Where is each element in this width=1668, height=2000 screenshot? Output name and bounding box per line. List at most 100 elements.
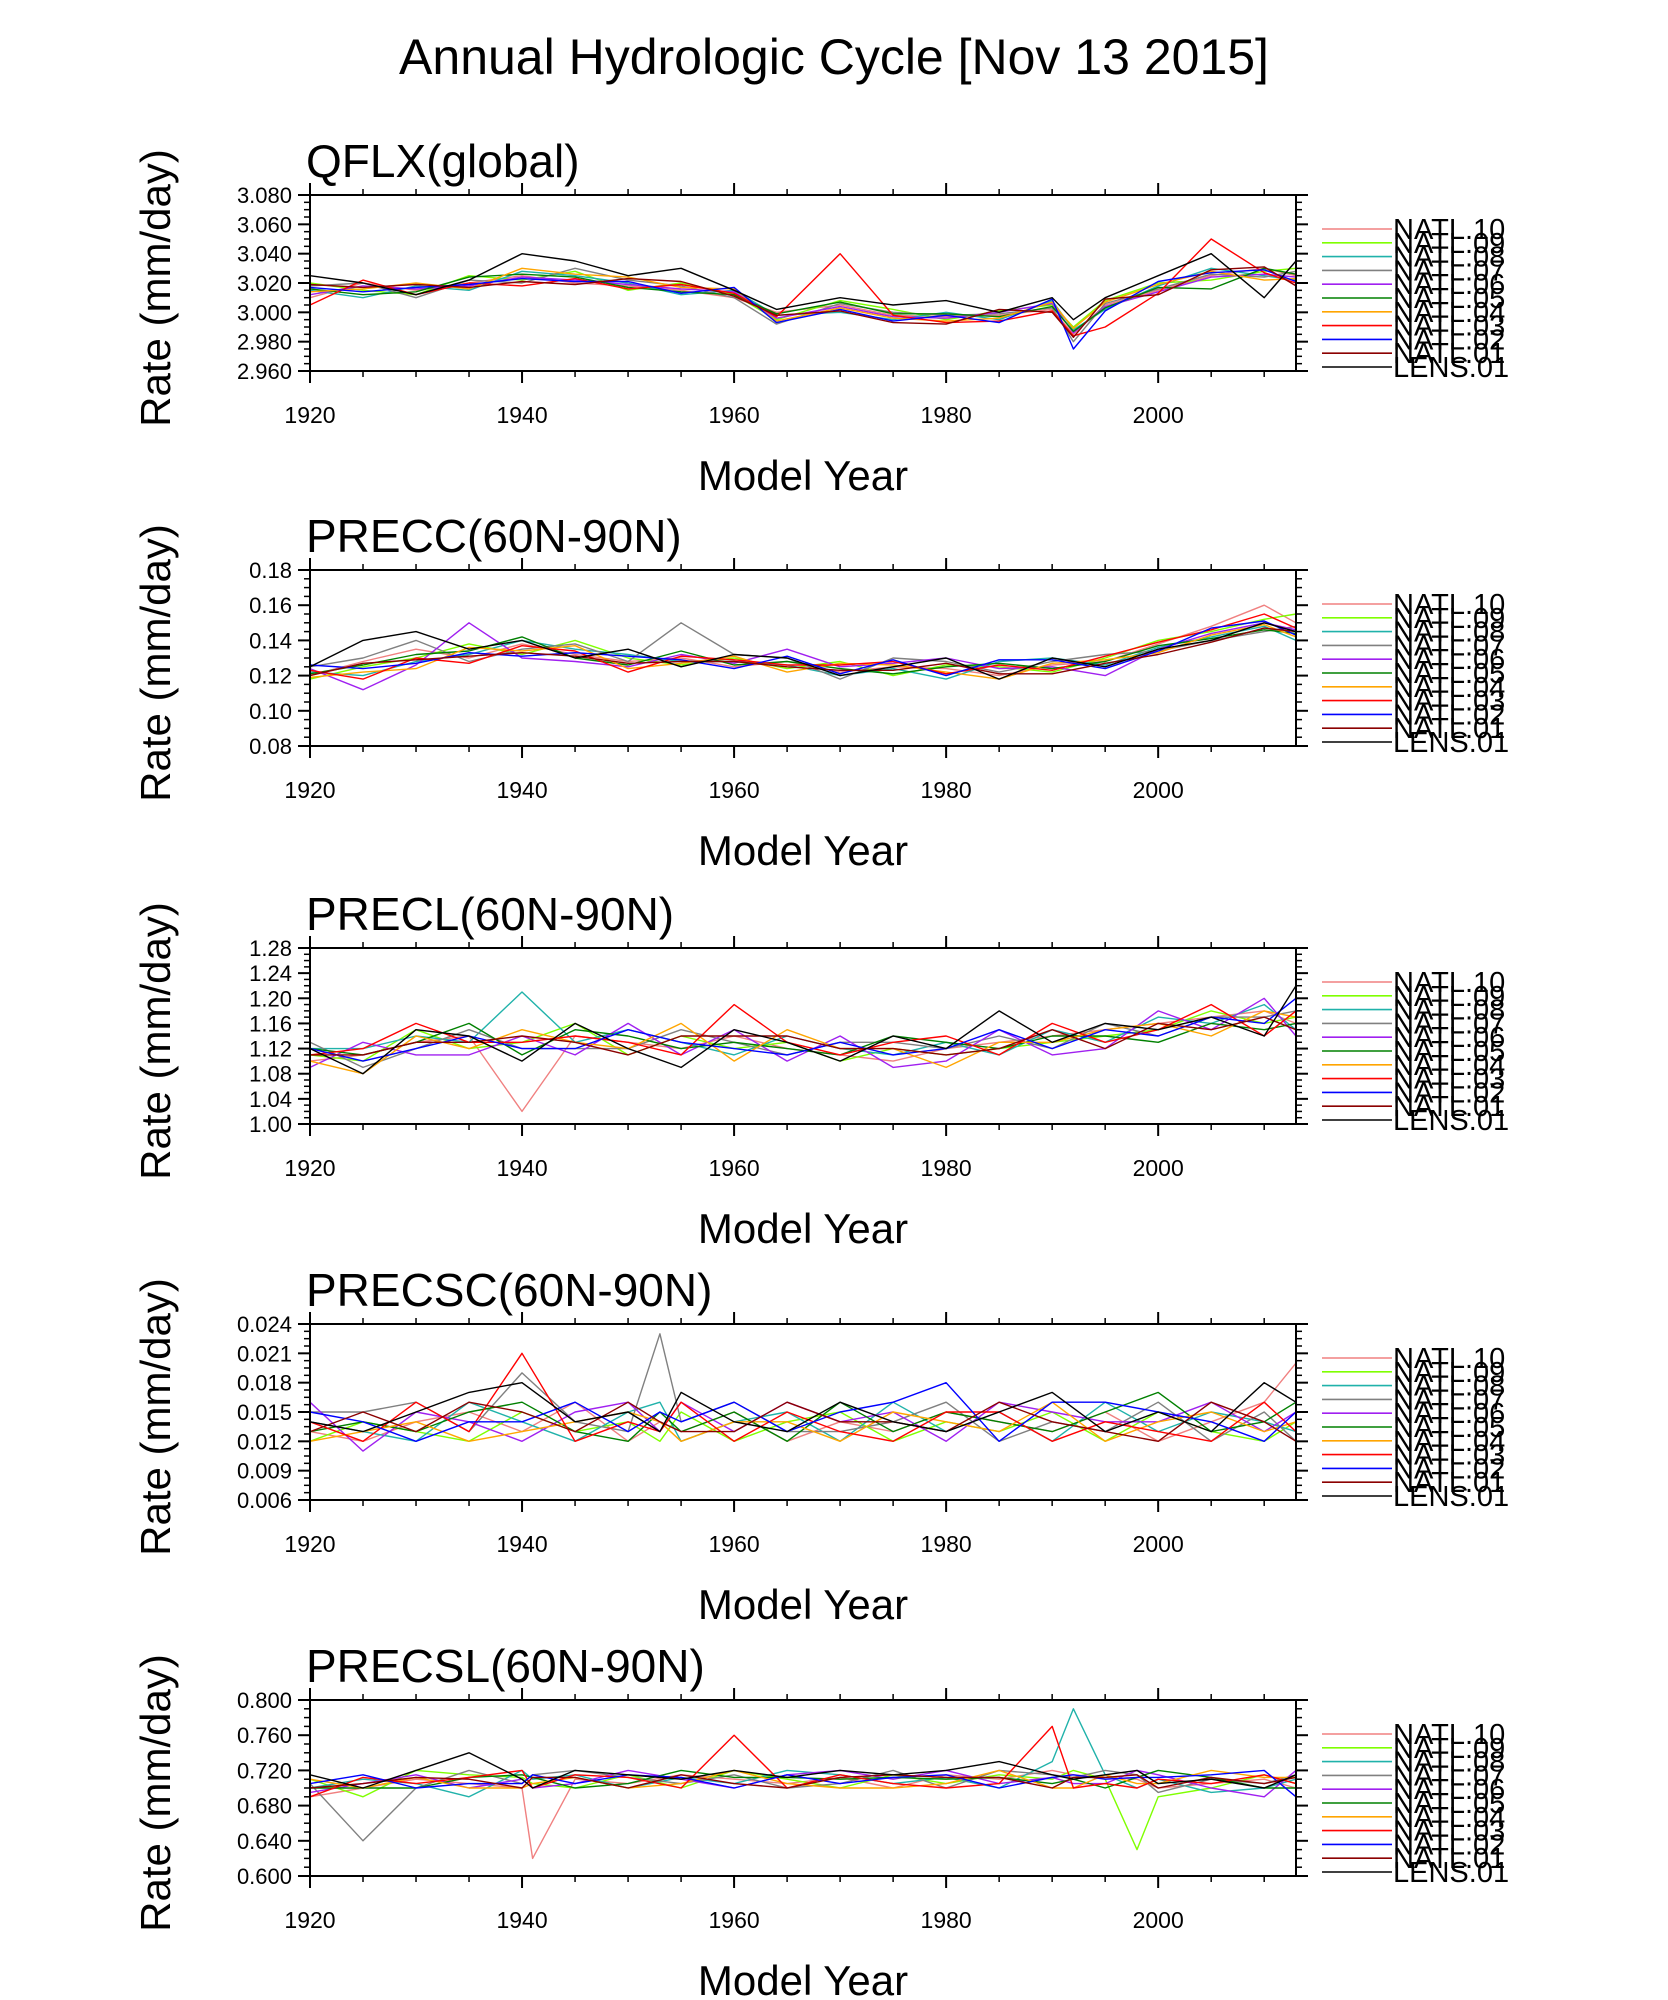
- y-tick-label: 0.14: [249, 628, 292, 653]
- series-group: [309, 604, 1297, 691]
- legend-label: NATL.09: [1393, 603, 1505, 635]
- x-tick-label: 1940: [496, 402, 547, 428]
- y-tick-label: 3.000: [237, 300, 292, 325]
- series-line-natl-10: [309, 1010, 1297, 1113]
- legend-label: NATL.01: [1393, 1843, 1505, 1875]
- x-tick-label: 1980: [921, 1155, 972, 1181]
- series-line-lens-01: [309, 1381, 1297, 1433]
- y-tick-label: 1.28: [249, 936, 292, 961]
- y-tick-label: 0.18: [249, 558, 292, 583]
- panel-title: QFLX(global): [306, 135, 580, 187]
- legend-label: NATL.01: [1393, 338, 1505, 370]
- y-tick-label: 0.015: [237, 1400, 292, 1425]
- series-line-lens-01: [309, 252, 1297, 321]
- series-line-natl-02: [309, 997, 1297, 1062]
- y-tick-label: 3.080: [237, 183, 292, 208]
- legend-label: NATL.08: [1393, 1371, 1505, 1403]
- legend-label: NATL.06: [1393, 1774, 1505, 1806]
- series-line-natl-01: [310, 1016, 1297, 1056]
- legend: NATL.10NATL.09NATL.08NATL.07NATL.06NATL.…: [1322, 967, 1509, 1137]
- series-group: [309, 985, 1297, 1113]
- legend-label: LENS.01: [1393, 352, 1509, 384]
- x-tick-label: 1920: [284, 1531, 335, 1557]
- y-tick-label: 0.10: [249, 699, 292, 724]
- series-line-natl-04: [309, 1769, 1296, 1789]
- y-tick-label: 1.16: [249, 1011, 292, 1036]
- y-tick-label: 3.020: [237, 271, 292, 296]
- y-tick-label: 0.021: [237, 1341, 292, 1366]
- y-tick-label: 0.024: [237, 1312, 292, 1337]
- chart-panel-3: PRECL(60N-90N)1.281.241.201.161.121.081.…: [132, 888, 1509, 1252]
- series-line-lens-01: [309, 1752, 1297, 1789]
- legend-label: NATL.08: [1393, 995, 1505, 1027]
- chart-panel-5: PRECSL(60N-90N) 0.800 0.760 0.720 0.680 0.640…: [132, 1640, 1509, 2000]
- y-tick-label: 2.960: [237, 359, 292, 384]
- legend-label: NATL.02: [1393, 1829, 1505, 1861]
- x-tick-label: 1960: [709, 1907, 760, 1933]
- y-axis-title: Rate (mm/day): [132, 902, 179, 1180]
- y-tick-label: 1.12: [249, 1037, 292, 1062]
- legend-label: NATL.10: [1393, 589, 1505, 621]
- x-tick-label: 2000: [1133, 1907, 1184, 1933]
- series-line-natl-01: [309, 1774, 1297, 1789]
- series-line-natl-02: [309, 1769, 1297, 1798]
- legend-label: NATL.05: [1393, 283, 1505, 315]
- x-tick-label: 1980: [921, 1531, 972, 1557]
- legend: NATL.10NATL.09NATL.08NATL.07NATL.06NATL.…: [1322, 214, 1509, 384]
- legend-label: NATL.05: [1393, 1036, 1505, 1068]
- x-axis-title: Model Year: [698, 1581, 908, 1628]
- chart-panel-4: PRECSC(60N-90N) 0.024 0.021 0.018 0.015 0.012…: [132, 1264, 1509, 1628]
- series-line-natl-01: [309, 627, 1297, 677]
- series-group: [309, 1708, 1297, 1860]
- series-line-natl-09: [309, 267, 1297, 328]
- legend-label: LENS.01: [1393, 1105, 1509, 1137]
- legend-label: LENS.01: [1393, 1481, 1509, 1513]
- legend-label: NATL.06: [1393, 269, 1505, 301]
- x-tick-label: 2000: [1133, 402, 1184, 428]
- legend-label: NATL.07: [1393, 1384, 1505, 1416]
- legend-label: NATL.07: [1393, 630, 1505, 662]
- y-axis-title: Rate (mm/day): [132, 1654, 179, 1932]
- plot-frame: [309, 1323, 1297, 1501]
- x-tick-label: 1920: [284, 1907, 335, 1933]
- legend-label: NATL.06: [1393, 644, 1505, 676]
- series-line-natl-02: [309, 269, 1297, 350]
- x-tick-label: 1940: [496, 1531, 547, 1557]
- x-tick-label: 1960: [709, 402, 760, 428]
- y-tick-label: 3.040: [237, 242, 292, 267]
- legend: NATL.10NATL.09NATL.08NATL.07NATL.06NATL.…: [1322, 589, 1509, 759]
- x-tick-label: 1920: [284, 1155, 335, 1181]
- series-line-natl-03: [309, 1725, 1297, 1798]
- legend-label: LENS.01: [1393, 727, 1509, 759]
- series-line-natl-05: [309, 267, 1297, 333]
- y-tick-label: 0.08: [249, 734, 292, 759]
- y-tick-label: 1.04: [249, 1087, 292, 1112]
- x-tick-label: 1960: [709, 777, 760, 803]
- series-line-natl-06: [309, 997, 1297, 1069]
- x-tick-label: 1920: [284, 402, 335, 428]
- y-tick-label: 0.800: [237, 1688, 292, 1713]
- legend-label: NATL.05: [1393, 1412, 1505, 1444]
- chart-panel-2: PRECC(60N-90N) 0.18 0.16 0.14 0.12 0.10 0.08 19…: [132, 510, 1509, 874]
- x-tick-label: 1940: [496, 777, 547, 803]
- panel-title: PRECC(60N-90N): [306, 510, 682, 562]
- legend-label: NATL.07: [1393, 1760, 1505, 1792]
- x-tick-label: 2000: [1133, 777, 1184, 803]
- series-line-lens-01: [309, 622, 1297, 680]
- x-tick-label: 1920: [284, 777, 335, 803]
- legend-label: NATL.05: [1393, 1788, 1505, 1820]
- plot-frame: [309, 569, 1297, 747]
- y-tick-label: 0.006: [237, 1488, 292, 1513]
- legend-label: NATL.09: [1393, 1357, 1505, 1389]
- y-tick-label: 0.012: [237, 1429, 292, 1454]
- legend-label: NATL.02: [1393, 1453, 1505, 1485]
- legend-label: NATL.09: [1393, 228, 1505, 260]
- legend-label: NATL.04: [1393, 297, 1505, 329]
- figure-title: Annual Hydrologic Cycle [Nov 13 2015]: [399, 29, 1269, 85]
- legend-label: NATL.04: [1393, 1050, 1505, 1082]
- legend-label: NATL.01: [1393, 713, 1505, 745]
- x-tick-label: 2000: [1133, 1531, 1184, 1557]
- y-tick-label: 1.24: [249, 961, 292, 986]
- panel-title: PRECL(60N-90N): [306, 888, 674, 940]
